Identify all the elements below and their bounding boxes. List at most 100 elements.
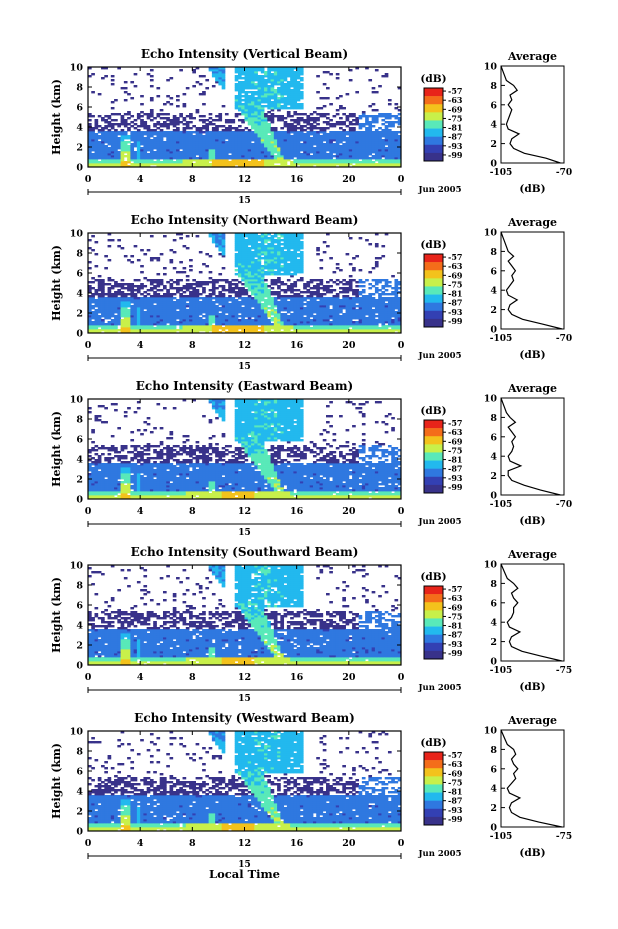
heatmap-cell [316, 117, 320, 120]
heatmap-cell [371, 147, 376, 150]
heatmap-cell [322, 325, 327, 328]
heatmap-cell [280, 97, 285, 100]
heatmap-cell [319, 319, 324, 322]
heatmap-cell [264, 95, 268, 98]
heatmap-cell [241, 95, 245, 98]
heatmap-cell [251, 325, 255, 328]
heatmap-cell [316, 317, 320, 320]
heatmap-cell [136, 301, 141, 304]
heatmap-cell [391, 153, 395, 156]
heatmap-cell [136, 141, 141, 144]
heatmap-cell [293, 297, 298, 300]
heatmap-cell [342, 159, 346, 162]
heatmap-cell [293, 311, 298, 314]
heatmap-cell [234, 303, 239, 306]
heatmap-cell [264, 253, 268, 256]
heatmap-cell [189, 137, 193, 140]
heatmap-cell [267, 137, 271, 140]
heatmap-cell [290, 233, 294, 236]
heatmap-cell [280, 289, 285, 292]
heatmap-cell [394, 107, 399, 110]
heatmap-cell [251, 127, 255, 130]
heatmap-cell [205, 129, 210, 132]
heatmap-cell [211, 297, 216, 300]
heatmap-cell [303, 155, 307, 158]
heatmap-cell [215, 317, 219, 320]
heatmap-cell [316, 157, 320, 160]
heatmap-cell [244, 301, 249, 304]
heatmap-cell [195, 135, 200, 138]
heatmap-cell [241, 129, 245, 132]
heatmap-cell [221, 147, 226, 150]
heatmap-cell [192, 139, 196, 142]
heatmap-cell [348, 113, 353, 116]
heatmap-cell [198, 161, 203, 164]
heatmap-cell [244, 285, 249, 288]
heatmap-cell [306, 305, 311, 308]
heatmap-cell [159, 123, 164, 126]
heatmap-cell [221, 239, 226, 242]
heatmap-cell [149, 155, 154, 158]
heatmap-cell [127, 325, 131, 328]
heatmap-cell [185, 115, 190, 118]
heatmap-cell [273, 141, 278, 144]
heatmap-cell [391, 139, 395, 142]
heatmap-cell [316, 329, 320, 332]
heatmap-cell [348, 163, 353, 166]
heatmap-cell [339, 165, 343, 168]
heatmap-cell [270, 103, 275, 106]
heatmap-cell [221, 317, 226, 320]
heatmap-cell [143, 321, 148, 324]
heatmap-cell [339, 149, 343, 152]
heatmap-cell [211, 317, 216, 320]
heatmap-cell [195, 321, 200, 324]
heatmap-cell [241, 267, 245, 270]
heatmap-cell [260, 67, 265, 70]
heatmap-cell [326, 323, 330, 326]
heatmap-cell [228, 311, 232, 314]
heatmap-cell [312, 125, 317, 128]
heatmap-cell [182, 93, 187, 96]
heatmap-cell [146, 321, 151, 324]
heatmap-cell [319, 141, 324, 144]
heatmap-cell [234, 237, 239, 240]
heatmap-cell [381, 153, 386, 156]
heatmap-cell [264, 289, 268, 292]
heatmap-cell [153, 133, 157, 136]
heatmap-cell [251, 319, 255, 322]
heatmap-cell [241, 265, 245, 268]
heatmap-cell [198, 281, 203, 284]
heatmap-cell [166, 137, 170, 140]
heatmap-cell [195, 235, 200, 238]
heatmap-cell [231, 323, 236, 326]
heatmap-cell [202, 287, 206, 290]
heatmap-cell [277, 119, 281, 122]
heatmap-cell [260, 113, 265, 116]
heatmap-cell [257, 259, 262, 262]
heatmap-cell [140, 103, 144, 106]
heatmap-cell [264, 233, 268, 236]
heatmap-cell [237, 99, 242, 102]
heatmap-cell [306, 317, 311, 320]
heatmap-cell [251, 93, 255, 96]
heatmap-cell [326, 155, 330, 158]
heatmap-cell [319, 305, 324, 308]
heatmap-cell [247, 281, 252, 284]
heatmap-cell [101, 129, 105, 132]
heatmap-cell [221, 313, 226, 316]
heatmap-cell [169, 285, 174, 288]
heatmap-cell [237, 109, 242, 112]
heatmap-cell [110, 287, 115, 290]
heatmap-cell [260, 91, 265, 94]
heatmap-cell [202, 125, 206, 128]
heatmap-cell [293, 127, 298, 130]
heatmap-cell [143, 253, 148, 256]
heatmap-cell [355, 67, 360, 70]
heatmap-cell [329, 299, 333, 302]
heatmap-cell [179, 233, 183, 236]
heatmap-cell [280, 255, 285, 258]
heatmap-cell [247, 239, 252, 242]
heatmap-cell [290, 241, 294, 244]
heatmap-cell [348, 135, 353, 138]
heatmap-cell [120, 151, 125, 154]
